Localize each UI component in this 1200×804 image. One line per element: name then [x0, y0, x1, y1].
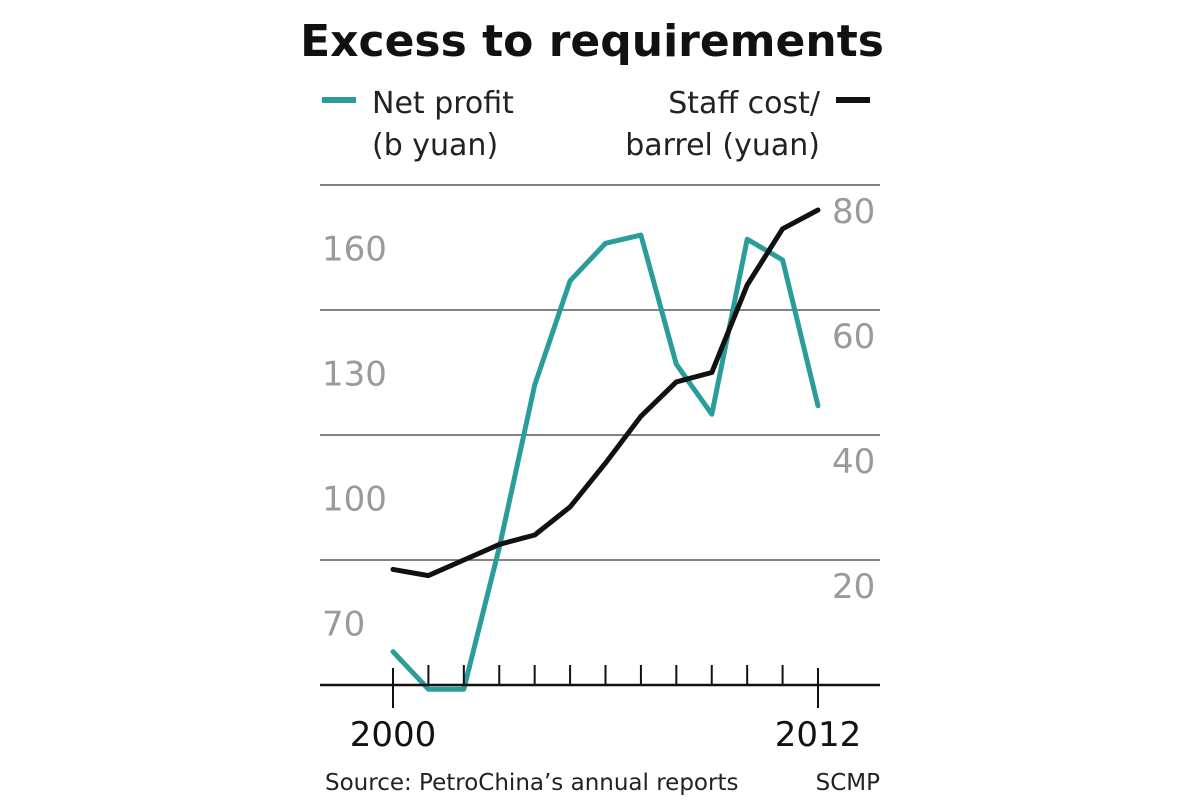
right-y-tick-label: 60 — [832, 317, 875, 357]
right-y-tick-label: 20 — [832, 567, 875, 607]
x-tick-label: 2012 — [775, 715, 862, 755]
credit-label: SCMP — [816, 770, 881, 796]
x-axis: 2000 2012 — [320, 665, 880, 755]
legend-label-staff-cost-line1: Staff cost/ — [668, 86, 821, 121]
staff-cost-line — [390, 207, 821, 579]
right-axis-ticks: 80 60 40 20 — [832, 192, 875, 607]
left-axis-ticks: 160 130 100 70 — [322, 230, 387, 645]
legend-label-staff-cost-line2: barrel (yuan) — [625, 128, 820, 163]
left-y-tick-label: 70 — [322, 605, 365, 645]
legend-label-net-profit-line2: (b yuan) — [372, 128, 498, 163]
right-y-tick-label: 80 — [832, 192, 875, 232]
gridlines — [320, 184, 880, 561]
net-profit-line — [390, 232, 821, 692]
left-y-tick-label: 130 — [322, 355, 387, 395]
right-y-tick-label: 40 — [832, 442, 875, 482]
chart-title: Excess to requirements — [300, 16, 884, 67]
series-lines — [390, 207, 821, 692]
x-tick-label: 2000 — [350, 715, 437, 755]
left-y-tick-label: 100 — [322, 480, 387, 520]
source-note: Source: PetroChina’s annual reports — [325, 770, 738, 796]
left-y-tick-label: 160 — [322, 230, 387, 270]
legend-label-net-profit-line1: Net profit — [372, 86, 514, 121]
